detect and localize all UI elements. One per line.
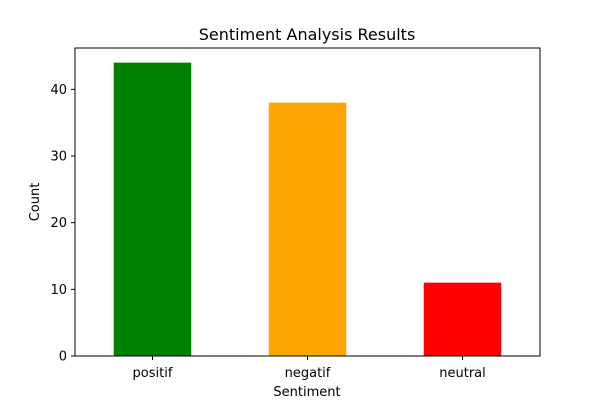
bar-negatif	[268, 102, 347, 357]
x-axis-label: Sentiment	[273, 385, 340, 400]
chart-title: Sentiment Analysis Results	[199, 25, 416, 44]
x-tick-label: neutral	[439, 366, 486, 381]
plot-frame	[74, 47, 541, 357]
x-tick-label: negatif	[285, 366, 331, 381]
y-tick-label: 20	[50, 216, 67, 231]
y-tick-label: 30	[50, 150, 67, 165]
x-tick-label: positif	[133, 366, 173, 381]
y-axis: 0 10 20 30 40	[50, 83, 75, 365]
bars-group	[113, 62, 502, 357]
bar-positif	[113, 62, 192, 357]
y-tick-label: 0	[59, 350, 67, 365]
y-tick-label: 10	[50, 283, 67, 298]
bar-neutral	[423, 282, 502, 356]
x-axis: positif negatif neutral	[133, 356, 486, 381]
y-axis-label: Count	[28, 183, 43, 222]
y-tick-label: 40	[50, 83, 67, 98]
